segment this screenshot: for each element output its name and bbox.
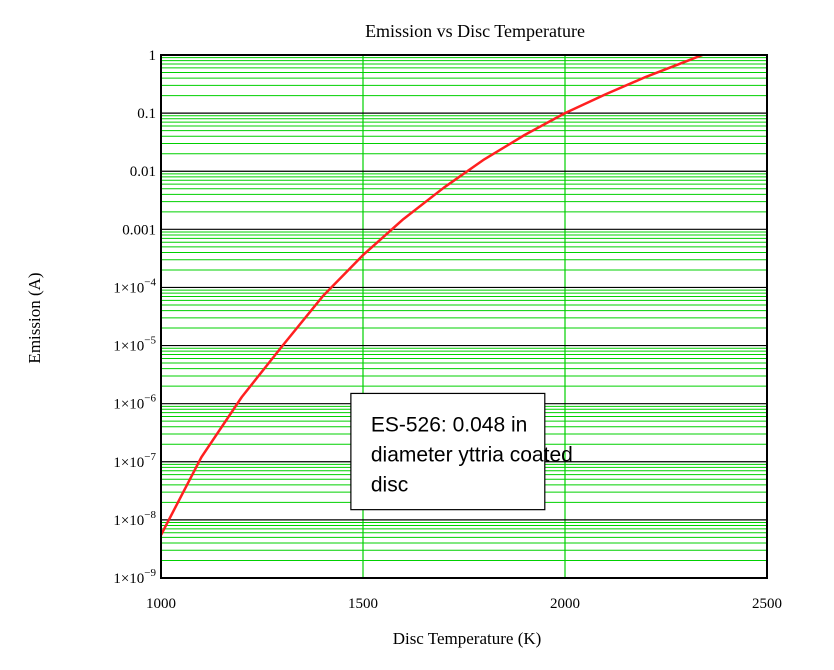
x-tick-label: 1000	[146, 596, 176, 612]
y-tick-label: 1×10−6	[113, 393, 156, 413]
annotation-line: diameter yttria coated	[371, 443, 573, 466]
y-tick-label: 1×10−4	[113, 276, 156, 296]
x-tick-label: 1500	[348, 596, 378, 612]
y-tick-label: 0.001	[122, 222, 156, 238]
plot-frame	[160, 54, 768, 579]
y-tick-label: 1	[149, 48, 157, 64]
annotation-line: ES-526: 0.048 in	[371, 413, 527, 436]
y-tick-label: 0.01	[130, 164, 156, 180]
y-tick-label: 1×10−9	[113, 567, 156, 587]
x-tick-label: 2000	[550, 596, 580, 612]
y-tick-label: 0.1	[137, 106, 156, 122]
annotation-line: disc	[371, 473, 408, 496]
annotation: ES-526: 0.048 in diameter yttria coated di…	[350, 392, 573, 511]
y-axis-label: Emission (A)	[25, 272, 44, 363]
x-tick-label: 2500	[752, 596, 782, 612]
y-tick-label: 1×10−5	[113, 335, 156, 355]
y-tick-label: 1×10−7	[113, 451, 156, 471]
emission-curve	[159, 53, 703, 536]
x-axis-label: Disc Temperature (K)	[393, 629, 542, 648]
annotation-box	[350, 392, 546, 511]
tick-labels: 1000 1500 2000 2500 1 0.1 0.01 0.001 1×10−4 1×10−…	[113, 48, 782, 612]
chart-title: Emission vs Disc Temperature	[365, 21, 585, 41]
series-layer	[159, 53, 703, 536]
y-tick-label: 1×10−8	[113, 509, 156, 529]
